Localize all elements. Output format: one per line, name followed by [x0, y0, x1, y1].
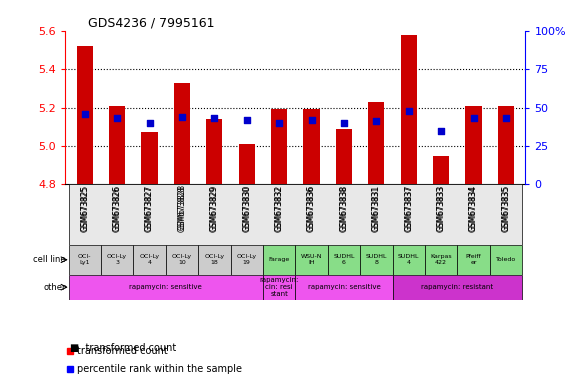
- Text: rapamycin: sensitive: rapamycin: sensitive: [130, 284, 202, 290]
- FancyBboxPatch shape: [263, 245, 295, 275]
- Text: GSM673827: GSM673827: [145, 185, 154, 232]
- FancyBboxPatch shape: [457, 245, 490, 275]
- FancyBboxPatch shape: [231, 245, 263, 275]
- Bar: [141, 132, 158, 184]
- FancyBboxPatch shape: [295, 275, 392, 300]
- Point: [177, 114, 186, 120]
- Point: [437, 127, 446, 134]
- Text: OCI-Ly
19: OCI-Ly 19: [237, 254, 257, 265]
- Bar: [77, 46, 93, 184]
- Point: [145, 120, 154, 126]
- Point: [404, 108, 414, 114]
- FancyBboxPatch shape: [328, 245, 360, 275]
- Text: GSM673825: GSM673825: [80, 184, 89, 230]
- Text: GSM673835: GSM673835: [502, 185, 511, 232]
- Bar: [498, 106, 514, 184]
- Text: GSM673838: GSM673838: [340, 184, 348, 230]
- FancyBboxPatch shape: [69, 245, 101, 275]
- Point: [242, 117, 251, 123]
- Text: GSM673828: GSM673828: [177, 184, 186, 230]
- Text: GSM673838: GSM673838: [340, 185, 348, 232]
- Text: GSM673830: GSM673830: [243, 185, 251, 232]
- Text: rapamycin:
cin: resi
stant: rapamycin: cin: resi stant: [260, 277, 299, 297]
- Text: GSM673831: GSM673831: [372, 184, 381, 230]
- Text: GSM673829: GSM673829: [210, 185, 219, 232]
- Text: OCI-Ly
10: OCI-Ly 10: [172, 254, 192, 265]
- FancyBboxPatch shape: [295, 245, 328, 275]
- Text: WSU-N
IH: WSU-N IH: [301, 254, 322, 265]
- Text: OCI-Ly
3: OCI-Ly 3: [107, 254, 127, 265]
- FancyBboxPatch shape: [69, 184, 522, 245]
- Text: SUDHL
4: SUDHL 4: [398, 254, 420, 265]
- Bar: [239, 144, 255, 184]
- FancyBboxPatch shape: [425, 245, 457, 275]
- Text: ■  transformed count: ■ transformed count: [70, 343, 177, 353]
- Text: GSM673828: GSM673828: [177, 185, 186, 232]
- Point: [469, 115, 478, 121]
- Text: GSM673827: GSM673827: [145, 184, 154, 230]
- Bar: [368, 102, 385, 184]
- Text: GSM673826: GSM673826: [112, 185, 122, 232]
- Text: GSM673830: GSM673830: [243, 184, 251, 231]
- Bar: [400, 35, 417, 184]
- Text: GSM673833: GSM673833: [437, 184, 446, 231]
- Text: OCI-Ly
18: OCI-Ly 18: [204, 254, 224, 265]
- Text: GSM673831: GSM673831: [372, 185, 381, 232]
- Text: rapamycin: sensitive: rapamycin: sensitive: [308, 284, 381, 290]
- Bar: [109, 106, 126, 184]
- Text: GSM673837: GSM673837: [404, 185, 414, 232]
- Text: percentile rank within the sample: percentile rank within the sample: [77, 364, 243, 374]
- Bar: [271, 109, 287, 184]
- Text: Pfeiff
er: Pfeiff er: [466, 254, 481, 265]
- Text: transformed count: transformed count: [77, 346, 168, 356]
- Bar: [174, 83, 190, 184]
- Text: GSM673834: GSM673834: [469, 185, 478, 232]
- Text: GSM673825: GSM673825: [80, 185, 89, 232]
- FancyBboxPatch shape: [101, 245, 133, 275]
- Text: GDS4236 / 7995161: GDS4236 / 7995161: [89, 17, 215, 30]
- Bar: [465, 106, 482, 184]
- FancyBboxPatch shape: [392, 275, 522, 300]
- FancyBboxPatch shape: [198, 245, 231, 275]
- Bar: [336, 129, 352, 184]
- Text: GSM673836: GSM673836: [307, 185, 316, 232]
- Text: Farage: Farage: [269, 257, 290, 262]
- Text: GSM673829: GSM673829: [210, 184, 219, 230]
- Bar: [206, 119, 223, 184]
- Point: [340, 120, 349, 126]
- Point: [274, 120, 283, 126]
- Text: GSM673835: GSM673835: [502, 184, 511, 231]
- Point: [210, 115, 219, 121]
- Text: Karpas
422: Karpas 422: [431, 254, 452, 265]
- Text: GSM673836: GSM673836: [307, 184, 316, 231]
- Text: cell line: cell line: [34, 255, 66, 264]
- Text: Toledo: Toledo: [496, 257, 516, 262]
- FancyBboxPatch shape: [490, 245, 522, 275]
- Text: GSM673832: GSM673832: [275, 185, 283, 232]
- FancyBboxPatch shape: [360, 245, 392, 275]
- Text: other: other: [44, 283, 66, 292]
- Text: rapamycin: resistant: rapamycin: resistant: [421, 284, 494, 290]
- Bar: [303, 109, 320, 184]
- Bar: [433, 156, 449, 184]
- Text: GSM673826: GSM673826: [112, 184, 122, 230]
- FancyBboxPatch shape: [69, 275, 263, 300]
- Point: [307, 117, 316, 123]
- FancyBboxPatch shape: [263, 275, 295, 300]
- Point: [502, 115, 511, 121]
- Text: OCI-Ly
4: OCI-Ly 4: [140, 254, 160, 265]
- Point: [112, 115, 122, 121]
- Point: [80, 111, 89, 117]
- Text: GSM673832: GSM673832: [275, 184, 283, 230]
- FancyBboxPatch shape: [392, 245, 425, 275]
- Text: SUDHL
6: SUDHL 6: [333, 254, 354, 265]
- Text: GSM673837: GSM673837: [404, 184, 414, 231]
- Text: GSM673833: GSM673833: [437, 185, 446, 232]
- Text: GSM673834: GSM673834: [469, 184, 478, 231]
- Text: OCI-
Ly1: OCI- Ly1: [78, 254, 91, 265]
- Point: [372, 118, 381, 124]
- Text: SUDHL
8: SUDHL 8: [366, 254, 387, 265]
- FancyBboxPatch shape: [166, 245, 198, 275]
- FancyBboxPatch shape: [133, 245, 166, 275]
